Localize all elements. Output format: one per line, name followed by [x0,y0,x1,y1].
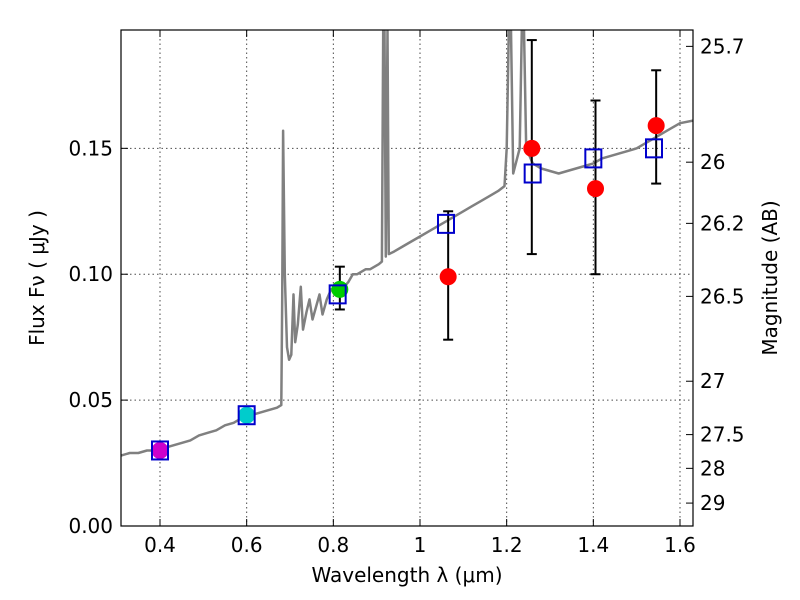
x-axis: 0.4 0.6 0.8 1 1.2 1.4 1.6 [144,30,696,557]
magnitude-tick-label: 26.5 [700,284,745,308]
x-tick-label: 1.2 [491,533,523,557]
data-point [439,268,457,286]
magnitude-tick-label: 25.7 [700,34,745,58]
model-point-square [328,284,347,305]
data-point [151,441,169,459]
series-layer [121,30,693,461]
right-axis-title: Magnitude (AB) [758,200,782,355]
magnitude-tick-label: 28 [700,456,725,480]
model-point-square [437,213,455,234]
data-point [238,406,256,424]
magnitude-tick-label: 27 [700,369,725,393]
grid-lines [121,30,693,527]
y-tick-label: 0.10 [68,262,113,286]
plot-frame [120,29,694,527]
spectrum-line [121,30,693,457]
x-tick-label: 1 [414,533,427,557]
magnitude-tick-label: 27.5 [700,423,745,447]
data-point [523,139,541,157]
model-point-square [645,138,663,159]
magnitude-tick-label: 29 [700,491,725,515]
model-point-square [523,163,542,184]
x-tick-label: 1.6 [664,533,696,557]
magnitude-tick-label: 26.2 [700,211,745,235]
x-tick-label: 0.8 [317,533,349,557]
magnitude-tick-label: 26 [700,150,725,174]
model-point-square [584,148,603,169]
y-axis: 0.00 0.05 0.10 0.15 [68,136,128,538]
data-point [587,180,604,198]
y-axis-title: Flux Fν ( μJy ) [25,210,49,346]
x-tick-label: 0.6 [231,533,263,557]
x-axis-title: Wavelength λ (μm) [311,563,502,587]
model-point-square [237,405,256,426]
magnitude-axis: 25.7 26 26.2 26.5 27 27.5 28 29 [686,34,745,515]
model-point-square [151,440,169,461]
data-point [647,117,665,135]
x-tick-label: 0.4 [144,533,176,557]
y-tick-label: 0.05 [68,388,113,412]
y-tick-label: 0.00 [68,514,113,538]
x-tick-label: 1.4 [577,533,609,557]
y-tick-label: 0.15 [68,136,113,160]
